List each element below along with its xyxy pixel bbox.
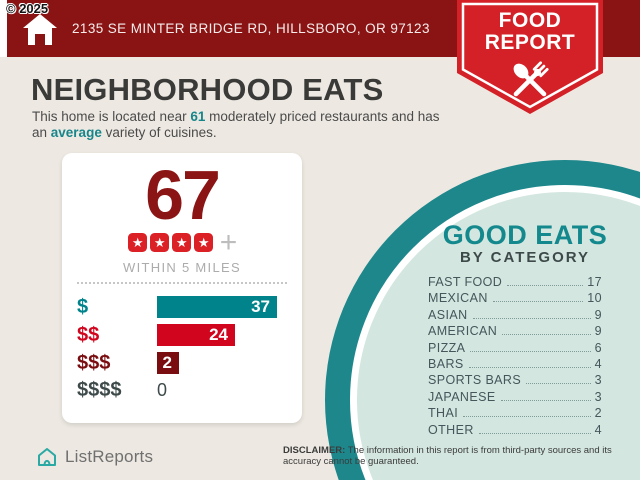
category-value: 2 — [594, 406, 602, 421]
dotted-leader — [463, 416, 591, 418]
plus-icon: + — [219, 226, 238, 259]
dotted-leader — [502, 334, 591, 336]
good-eats-panel: GOOD EATS BY CATEGORY FAST FOOD 17 MEXICA… — [420, 222, 630, 439]
category-row: MEXICAN 10 — [428, 291, 602, 307]
dotted-leader — [500, 399, 591, 401]
category-value: 9 — [594, 324, 602, 339]
property-address: 2135 SE MINTER BRIDGE RD, HILLSBORO, OR … — [72, 21, 430, 36]
badge-title-line2: REPORT — [484, 31, 576, 54]
category-label: SPORTS BARS — [428, 373, 522, 388]
star-icon: ★ — [128, 233, 148, 252]
price-bar-row: $$$$ 0 — [77, 379, 287, 401]
page-title: NEIGHBORHOOD EATS — [31, 72, 384, 107]
intro-text-1: This home is located near — [32, 109, 191, 124]
category-value: 4 — [594, 356, 602, 371]
category-label: JAPANESE — [428, 389, 496, 404]
dotted-leader — [526, 383, 591, 385]
dotted-leader — [507, 285, 584, 286]
dotted-leader — [472, 317, 591, 319]
star-icon: ★ — [150, 233, 170, 252]
category-label: THAI — [428, 406, 459, 421]
price-tier-label: $ — [77, 296, 89, 318]
disclaimer-label: DISCLAIMER: — [283, 445, 346, 456]
price-bar: 2 — [157, 352, 179, 374]
price-bar-row: $$ 24 — [77, 324, 287, 346]
crossed-spoon-fork-icon — [507, 57, 553, 108]
price-tier-label: $$ — [77, 324, 100, 346]
score-caption: WITHIN 5 MILES — [123, 260, 241, 275]
brand-name: ListReports — [65, 447, 154, 466]
category-row: BARS 4 — [428, 357, 602, 373]
home-icon — [22, 13, 58, 51]
category-row: SPORTS BARS 3 — [428, 373, 602, 389]
category-label: OTHER — [428, 422, 474, 437]
category-label: PIZZA — [428, 340, 466, 355]
price-tier-label: $$$ — [77, 352, 111, 374]
category-label: MEXICAN — [428, 291, 488, 306]
dotted-leader — [492, 301, 584, 303]
dotted-divider — [77, 282, 287, 284]
star-icon: ★ — [172, 233, 192, 252]
price-bar-value: 2 — [162, 353, 172, 372]
category-label: ASIAN — [428, 307, 468, 322]
restaurant-score: 67 — [145, 156, 221, 234]
category-label: AMERICAN — [428, 324, 498, 339]
listreports-house-icon — [38, 448, 56, 466]
price-tier-label: $$$$ — [77, 379, 122, 401]
category-row: AMERICAN 9 — [428, 324, 602, 340]
intro-text-2: moderately priced restaurants and has an — [32, 109, 440, 140]
price-bar-row: $$$ 2 — [77, 352, 287, 374]
dotted-leader — [468, 366, 591, 368]
good-eats-subtitle: BY CATEGORY — [459, 249, 591, 266]
category-row: JAPANESE 3 — [428, 390, 602, 406]
copyright-text: © 2025 — [6, 1, 49, 16]
star-icon: ★ — [194, 233, 214, 252]
category-row: FAST FOOD 17 — [428, 275, 602, 291]
dotted-leader — [478, 432, 591, 434]
category-value: 6 — [594, 340, 602, 355]
ribbon-shape — [457, 0, 603, 114]
category-value: 4 — [594, 422, 602, 437]
score-card: 67 ★ ★ ★ ★ + WITHIN 5 MILES $ 37 $$ 24 $… — [62, 153, 302, 423]
restaurant-count-highlight: 61 — [190, 109, 206, 124]
category-value: 9 — [594, 307, 602, 322]
price-bar-value: 0 — [157, 380, 168, 400]
category-value: 17 — [587, 275, 602, 289]
price-bar: 37 — [157, 296, 277, 318]
category-list: FAST FOOD 17 MEXICAN 10 ASIAN 9 AMERICAN 9 P… — [420, 275, 630, 439]
category-row: THAI 2 — [428, 406, 602, 422]
category-value: 10 — [587, 291, 602, 306]
price-bar-value: 24 — [209, 325, 228, 344]
disclaimer: DISCLAIMER: The information in this repo… — [283, 445, 633, 467]
price-bar: 24 — [157, 324, 235, 346]
dotted-leader — [470, 350, 591, 352]
good-eats-title: GOOD EATS — [442, 220, 608, 250]
category-value: 3 — [594, 389, 602, 404]
price-bar-row: $ 37 — [77, 296, 287, 318]
category-row: PIZZA 6 — [428, 341, 602, 357]
intro-text-3: variety of cuisines. — [101, 125, 217, 140]
star-rating: ★ ★ ★ ★ + — [62, 226, 302, 259]
listreports-logo: ListReports — [36, 446, 153, 468]
page-left-margin — [0, 0, 7, 57]
food-report-badge: FOOD REPORT — [457, 0, 603, 114]
disclaimer-text: The information in this report is from t… — [283, 445, 612, 467]
variety-highlight: average — [50, 125, 102, 140]
category-row: ASIAN 9 — [428, 308, 602, 324]
category-label: FAST FOOD — [428, 275, 503, 289]
badge-title-line1: FOOD — [498, 9, 562, 32]
category-value: 3 — [594, 373, 602, 388]
price-bar-value: 37 — [251, 297, 270, 316]
intro-paragraph: This home is located near 61 moderately … — [32, 109, 442, 141]
category-row: OTHER 4 — [428, 423, 602, 439]
category-label: BARS — [428, 356, 464, 371]
